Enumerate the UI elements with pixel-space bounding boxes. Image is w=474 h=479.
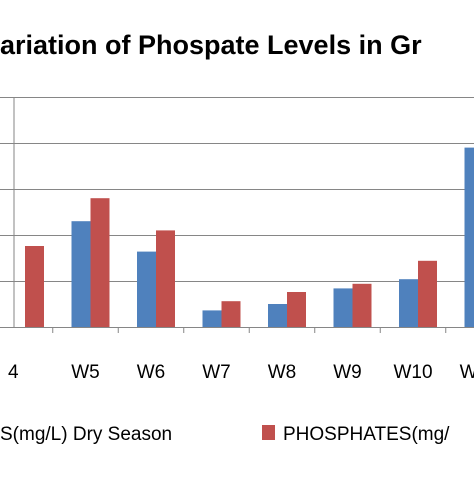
chart-title: ariation of Phospate Levels in Gr [0, 30, 422, 61]
x-tick-labels: 4 W5 W6 W7 W8 W9 W10 W11 [8, 362, 474, 383]
bar-dry-season-w11 [465, 148, 474, 327]
x-tick-label-w11: W11 [460, 362, 474, 383]
legend: S(mg/L) Dry Season PHOSPHATES(mg/ [0, 424, 450, 445]
bar-dry-season-w8 [268, 304, 287, 327]
bar-phosphates-w9 [353, 284, 372, 327]
bar-dry-season-w6 [137, 252, 156, 327]
gridlines [0, 98, 474, 282]
bar-phosphates-w10 [418, 261, 437, 327]
x-tick-label-w9: W9 [333, 362, 362, 383]
bar-phosphates-w5 [91, 198, 110, 327]
bar-phosphates-4 [25, 246, 44, 327]
x-tick-label-w5: W5 [71, 362, 100, 383]
x-tick-label-w10: W10 [393, 362, 432, 383]
bars [25, 114, 474, 327]
bar-dry-season-w5 [72, 221, 91, 327]
x-tick-label-w8: W8 [268, 362, 297, 383]
legend-label-phosphates: PHOSPHATES(mg/ [283, 424, 450, 445]
bar-phosphates-w7 [222, 301, 241, 327]
bar-phosphates-w6 [156, 230, 175, 327]
bar-phosphates-w8 [287, 292, 306, 327]
x-tick-label-w6: W6 [137, 362, 166, 383]
x-tick-label-4: 4 [8, 362, 19, 383]
bar-dry-season-w10 [399, 279, 418, 327]
legend-swatch-phosphates [262, 425, 275, 440]
bar-dry-season-w9 [334, 288, 353, 327]
x-tick-label-w7: W7 [202, 362, 231, 383]
bar-dry-season-w7 [203, 310, 222, 327]
legend-label-dry-season: S(mg/L) Dry Season [0, 424, 172, 445]
